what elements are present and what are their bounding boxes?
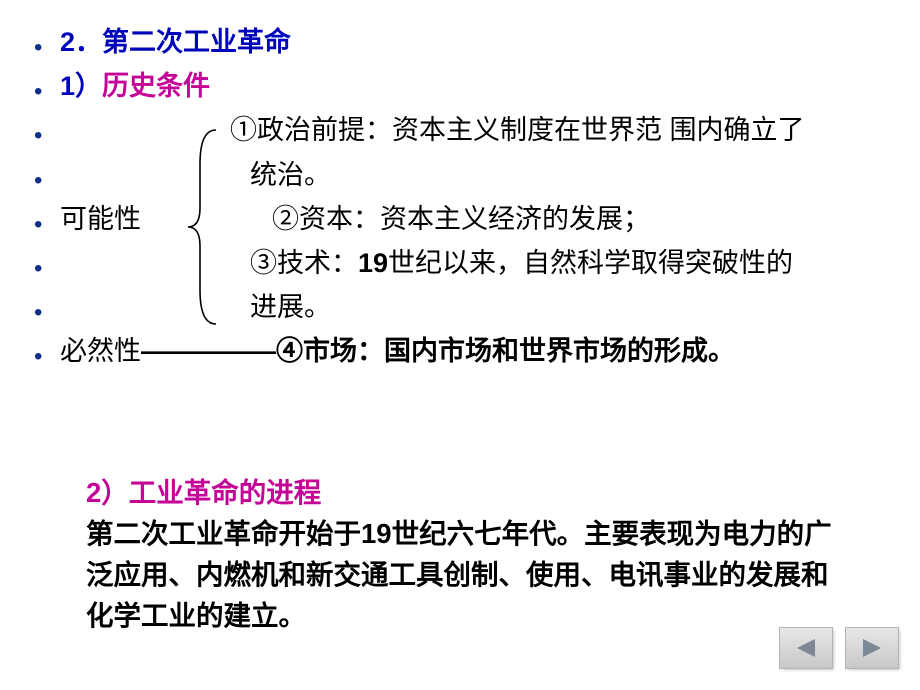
- num-2: 2．: [60, 27, 102, 57]
- label-inevitability: 必然性: [60, 336, 141, 366]
- bullet-icon: •: [30, 199, 60, 243]
- title-second-rev: 第二次工业革命: [102, 27, 291, 57]
- slide: • 2．第二次工业革命 • 1）历史条件 • ①政治前提：资本主义制度在世界范 …: [0, 0, 920, 690]
- bullet-icon: •: [30, 155, 60, 199]
- text-cond-1b: 统治。: [250, 160, 331, 190]
- line-title-2: • 1）历史条件: [30, 66, 890, 110]
- text-cond-2: ②资本：资本主义经济的发展；: [272, 204, 650, 234]
- triangle-right-icon: [859, 637, 885, 659]
- bullet-icon: •: [30, 287, 60, 331]
- text-cond-3a: ③技术：: [250, 248, 358, 278]
- bullet-icon: •: [30, 243, 60, 287]
- line-cond-1a: • ①政治前提：资本主义制度在世界范 围内确立了: [30, 110, 890, 154]
- num-1paren: 1）: [60, 71, 102, 101]
- line-possibility: • 可能性 ②资本：资本主义经济的发展；: [30, 199, 890, 243]
- prev-button[interactable]: [780, 628, 832, 668]
- bottom-block: 2）工业革命的进程 第二次工业革命开始于19世纪六七年代。主要表现为电力的广泛应…: [30, 472, 890, 637]
- text-19a: 19: [358, 248, 388, 278]
- bullet-icon: •: [30, 22, 60, 66]
- title-progress: 2）工业革命的进程: [86, 472, 890, 513]
- line-cond-3c: • 进展。: [30, 287, 890, 331]
- text-inev-rest: —————④市场：国内市场和世界市场的形成。: [141, 336, 735, 366]
- title-conditions: 历史条件: [102, 71, 210, 101]
- p-seg-b: 19: [361, 518, 392, 549]
- bullet-icon: •: [30, 331, 60, 375]
- bullet-icon: •: [30, 66, 60, 110]
- text-cond-3b: 世纪以来，自然科学取得突破性的: [388, 248, 793, 278]
- text-cond-1a: ①政治前提：资本主义制度在世界范 围内确立了: [230, 115, 805, 145]
- line-inevitability: • 必然性—————④市场：国内市场和世界市场的形成。: [30, 331, 890, 375]
- bullet-icon: •: [30, 110, 60, 154]
- brace-icon: [182, 124, 226, 330]
- line-title-1: • 2．第二次工业革命: [30, 22, 890, 66]
- text-cond-3c: 进展。: [250, 292, 331, 322]
- paragraph-progress: 第二次工业革命开始于19世纪六七年代。主要表现为电力的广泛应用、内燃机和新交通工…: [86, 513, 846, 637]
- p-seg-a: 第二次工业革命开始于: [86, 518, 361, 549]
- nav-controls: [780, 628, 898, 668]
- line-cond-1b: • 统治。: [30, 155, 890, 199]
- next-button[interactable]: [846, 628, 898, 668]
- triangle-left-icon: [793, 637, 819, 659]
- label-possibility: 可能性: [60, 204, 141, 234]
- line-cond-3a: • ③技术：19世纪以来，自然科学取得突破性的: [30, 243, 890, 287]
